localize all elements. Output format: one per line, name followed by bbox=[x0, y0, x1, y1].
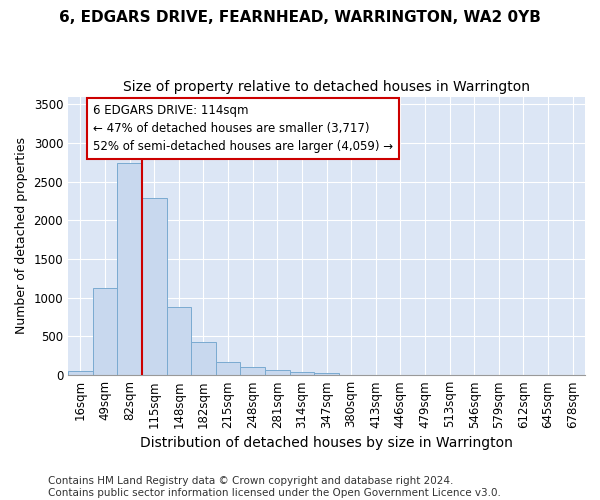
Bar bbox=[92, 288, 117, 375]
Bar bbox=[265, 370, 290, 375]
Bar bbox=[216, 362, 241, 375]
Bar bbox=[142, 198, 167, 375]
Bar bbox=[68, 372, 92, 375]
X-axis label: Distribution of detached houses by size in Warrington: Distribution of detached houses by size … bbox=[140, 436, 513, 450]
Bar bbox=[167, 307, 191, 375]
Text: Contains HM Land Registry data © Crown copyright and database right 2024.
Contai: Contains HM Land Registry data © Crown c… bbox=[48, 476, 501, 498]
Bar bbox=[314, 373, 339, 375]
Bar bbox=[191, 342, 216, 375]
Y-axis label: Number of detached properties: Number of detached properties bbox=[15, 138, 28, 334]
Bar bbox=[241, 368, 265, 375]
Text: 6 EDGARS DRIVE: 114sqm
← 47% of detached houses are smaller (3,717)
52% of semi-: 6 EDGARS DRIVE: 114sqm ← 47% of detached… bbox=[92, 104, 393, 154]
Bar bbox=[290, 372, 314, 375]
Title: Size of property relative to detached houses in Warrington: Size of property relative to detached ho… bbox=[123, 80, 530, 94]
Text: 6, EDGARS DRIVE, FEARNHEAD, WARRINGTON, WA2 0YB: 6, EDGARS DRIVE, FEARNHEAD, WARRINGTON, … bbox=[59, 10, 541, 25]
Bar bbox=[117, 163, 142, 375]
